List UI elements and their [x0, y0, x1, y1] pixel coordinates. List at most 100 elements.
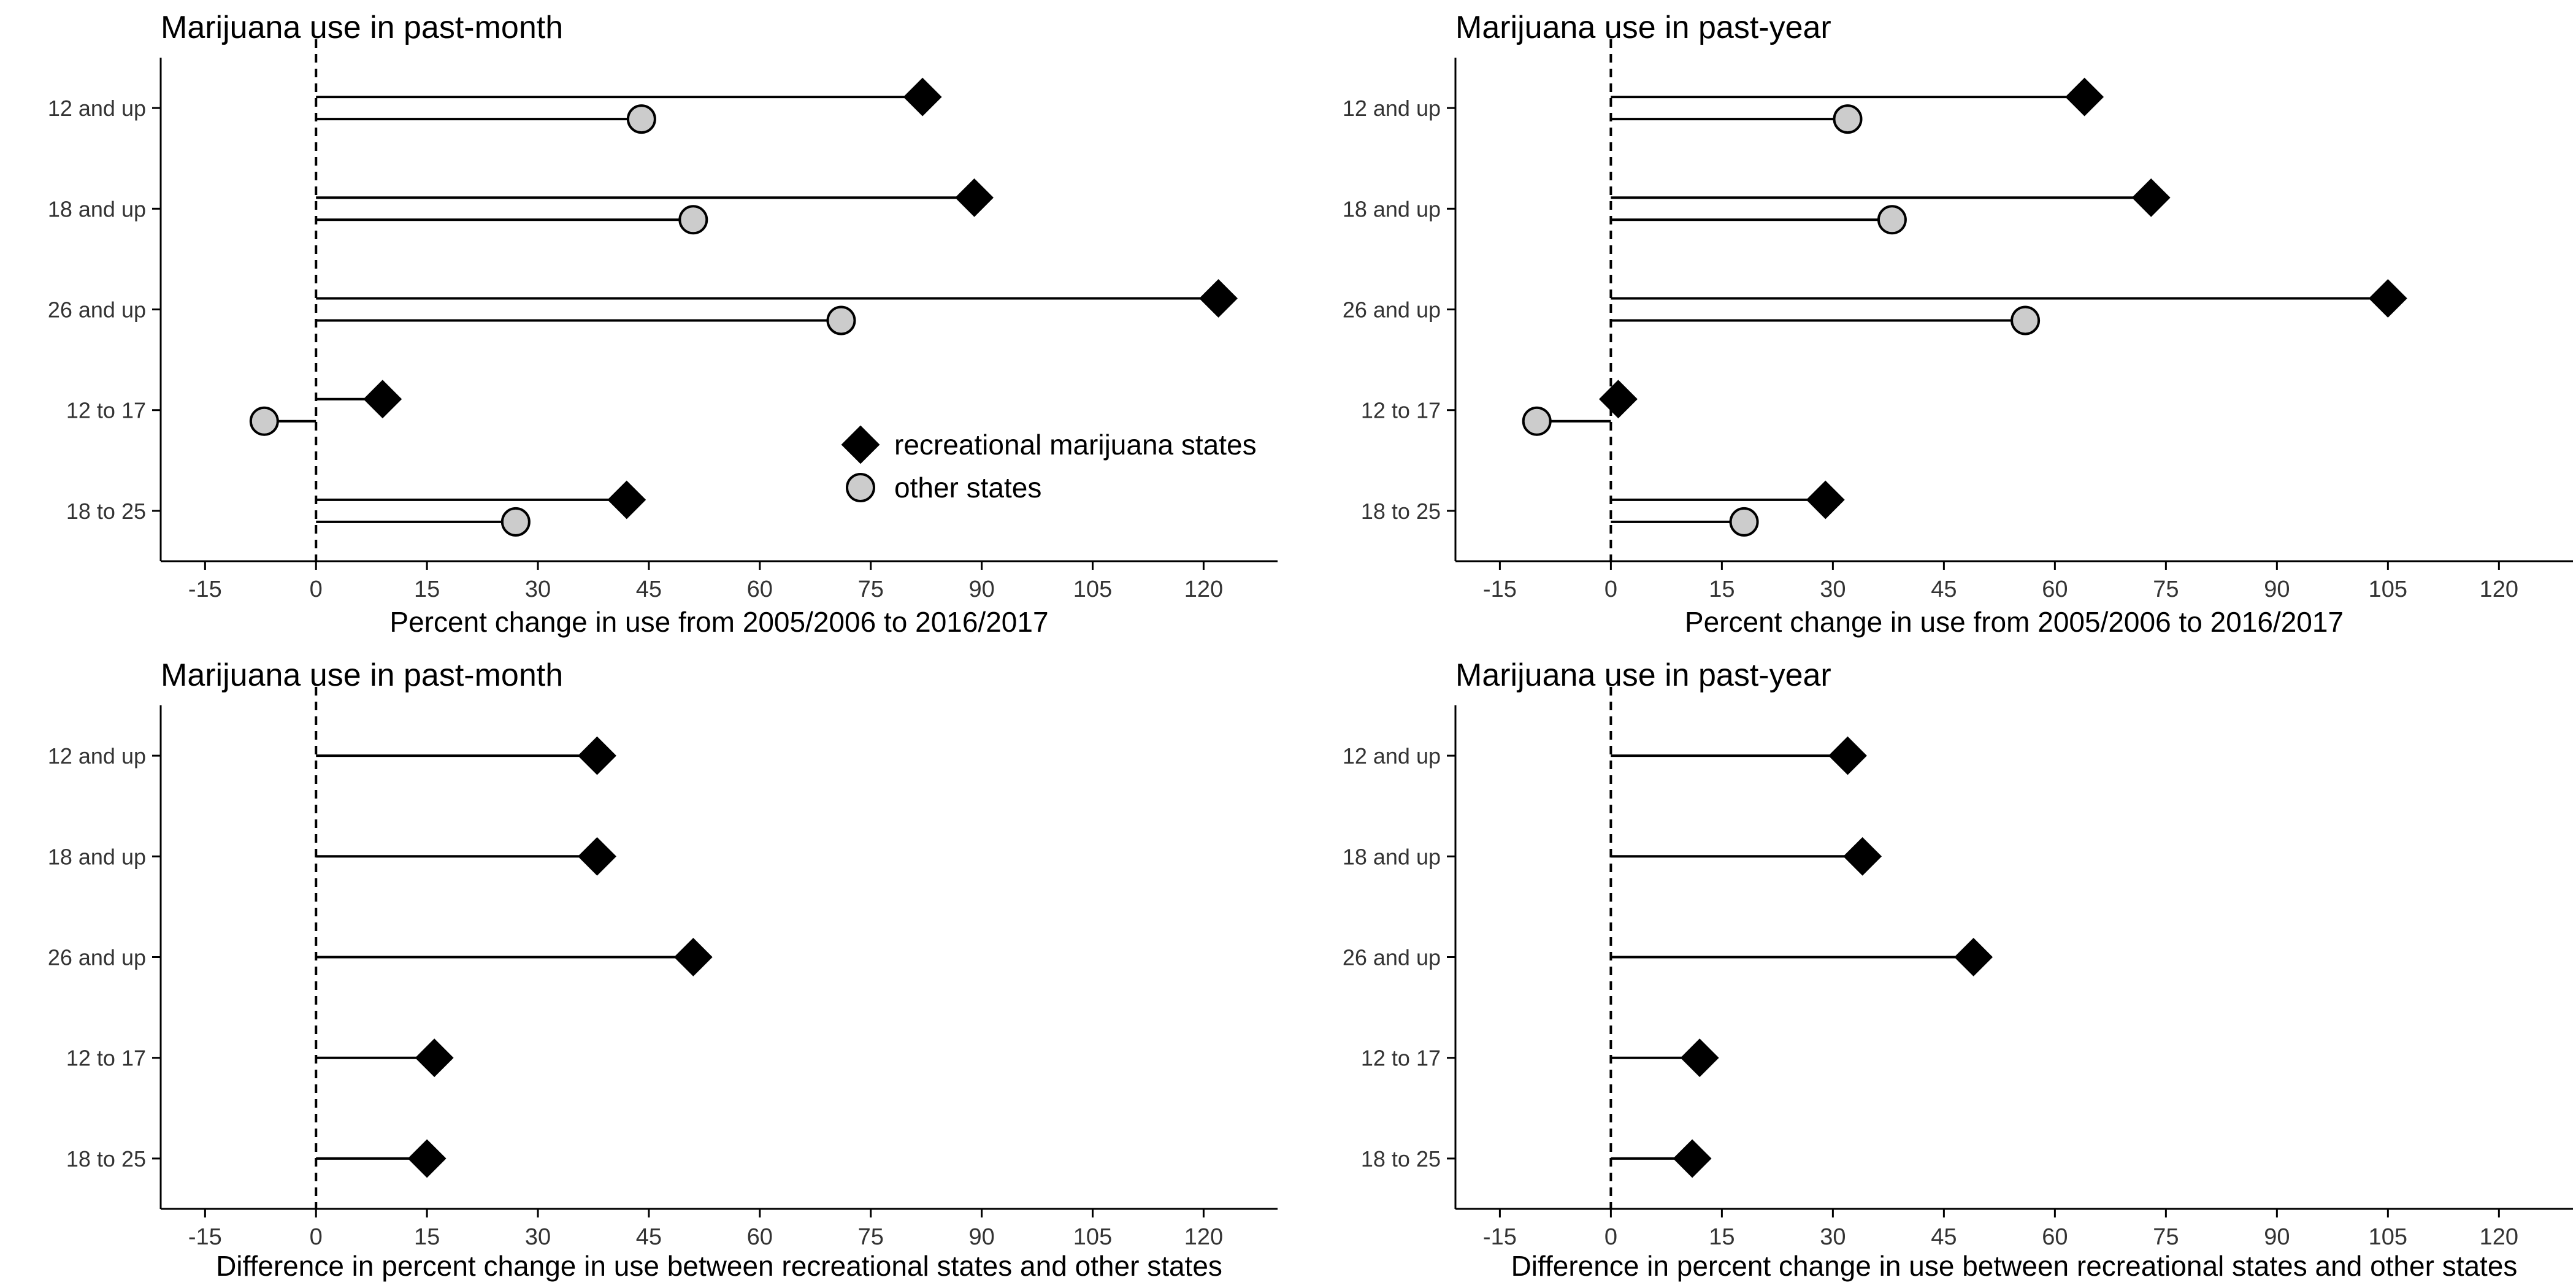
chart-title: Marijuana use in past-year [1455, 657, 1831, 693]
panel-3: Marijuana use in past-month -15 0 15 30 45 60 7… [48, 657, 1278, 1282]
x-axis-label: Difference in percent change in use betw… [216, 1250, 1222, 1282]
x-tick-label: 0 [310, 577, 323, 602]
x-tick-label: 30 [525, 577, 551, 602]
legend-diamond-icon [841, 425, 880, 464]
y-tick-label: 18 and up [1343, 196, 1441, 221]
y-tick-label: 18 to 25 [1361, 499, 1441, 524]
legend-circle-icon [846, 473, 875, 502]
x-tick-label: 60 [2042, 577, 2068, 602]
panel-1: Marijuana use in past-month -15 0 15 30 45 60 7… [48, 10, 1278, 638]
recreational-states-point [1954, 938, 1993, 976]
x-tick-label: 45 [636, 577, 662, 602]
x-tick-label: 120 [1184, 577, 1223, 602]
other-states-point [1729, 507, 1759, 537]
other-states-point [1833, 104, 1863, 134]
y-tick-label: 12 to 17 [66, 1046, 146, 1071]
other-states-point [826, 305, 856, 335]
y-tick-label: 18 and up [1343, 844, 1441, 869]
x-tick-label: 0 [1604, 577, 1617, 602]
chart-title: Marijuana use in past-year [1455, 10, 1831, 45]
x-axis-label: Percent change in use from 2005/2006 to … [389, 606, 1048, 638]
chart-title: Marijuana use in past-month [161, 657, 563, 693]
x-tick-label: 90 [2264, 577, 2290, 602]
recreational-states-point [2131, 178, 2171, 217]
recreational-states-point [955, 178, 994, 217]
x-tick-label: 30 [525, 1224, 551, 1250]
x-tick-label: 30 [1820, 1224, 1846, 1250]
x-tick-label: 45 [1931, 1224, 1957, 1250]
recreational-states-point [903, 77, 942, 117]
y-tick-label: 12 to 17 [1361, 398, 1441, 423]
x-tick-label: 105 [2369, 577, 2407, 602]
panel-2: Marijuana use in past-year -15 0 15 30 45 60 75… [1343, 10, 2573, 638]
x-tick-label: -15 [1483, 577, 1517, 602]
y-tick-label: 26 and up [1343, 945, 1441, 970]
y-tick-label: 12 and up [1343, 743, 1441, 769]
x-tick-label: 45 [636, 1224, 662, 1250]
x-tick-label: 75 [2153, 1224, 2179, 1250]
x-tick-label: 60 [2042, 1224, 2068, 1250]
x-tick-label: 90 [968, 1224, 994, 1250]
recreational-states-point [1806, 480, 1845, 519]
recreational-states-point [578, 736, 616, 775]
y-tick-label: 18 to 25 [66, 1146, 146, 1171]
x-tick-label: -15 [1483, 1224, 1517, 1250]
y-tick-label: 12 to 17 [66, 398, 146, 423]
y-tick-label: 12 and up [48, 743, 146, 769]
x-tick-label: 90 [2264, 1224, 2290, 1250]
x-tick-label: 120 [1184, 1224, 1223, 1250]
recreational-states-point [1680, 1038, 1719, 1078]
x-tick-label: 30 [1820, 577, 1846, 602]
x-tick-label: -15 [188, 1224, 222, 1250]
y-tick-label: 12 and up [48, 96, 146, 121]
x-tick-label: 45 [1931, 577, 1957, 602]
y-tick-label: 26 and up [48, 945, 146, 970]
x-tick-label: 105 [2369, 1224, 2407, 1250]
recreational-states-point [1843, 837, 1882, 876]
other-states-point [249, 406, 279, 436]
other-states-point [2011, 305, 2041, 335]
x-tick-label: 60 [747, 1224, 773, 1250]
x-tick-label: 75 [858, 577, 884, 602]
y-tick-label: 18 to 25 [66, 499, 146, 524]
recreational-states-point [415, 1038, 454, 1078]
x-tick-label: 75 [858, 1224, 884, 1250]
recreational-states-point [2368, 279, 2407, 318]
legend-label-recreational: recreational marijuana states [894, 429, 1257, 461]
y-tick-label: 18 and up [48, 844, 146, 869]
x-tick-label: 15 [414, 577, 440, 602]
other-states-point [1522, 406, 1552, 436]
x-tick-label: 120 [2480, 577, 2518, 602]
legend-label-other: other states [894, 472, 1041, 504]
x-tick-label: 90 [968, 577, 994, 602]
recreational-states-point [1599, 380, 1638, 419]
other-states-point [678, 205, 708, 235]
panel-4: Marijuana use in past-year -15 0 15 30 45 60 75… [1343, 657, 2573, 1282]
recreational-states-point [1828, 736, 1867, 775]
recreational-states-point [1199, 279, 1238, 318]
x-tick-label: 0 [310, 1224, 323, 1250]
recreational-states-point [407, 1139, 447, 1178]
y-tick-label: 18 and up [48, 196, 146, 221]
recreational-states-point [363, 380, 402, 419]
x-tick-label: 105 [1073, 1224, 1112, 1250]
other-states-point [626, 104, 656, 134]
x-tick-label: 60 [747, 577, 773, 602]
chart-title: Marijuana use in past-month [161, 10, 563, 45]
y-tick-label: 18 to 25 [1361, 1146, 1441, 1171]
x-tick-label: 15 [414, 1224, 440, 1250]
x-axis-label: Percent change in use from 2005/2006 to … [1685, 606, 2344, 638]
x-tick-label: 15 [1709, 1224, 1735, 1250]
recreational-states-point [2065, 77, 2104, 117]
x-tick-label: 120 [2480, 1224, 2518, 1250]
x-axis-label: Difference in percent change in use betw… [1511, 1250, 2518, 1282]
x-tick-label: -15 [188, 577, 222, 602]
x-tick-label: 105 [1073, 577, 1112, 602]
y-tick-label: 26 and up [1343, 297, 1441, 323]
y-tick-label: 12 to 17 [1361, 1046, 1441, 1071]
recreational-states-point [673, 938, 713, 976]
x-tick-label: 15 [1709, 577, 1735, 602]
x-tick-label: 75 [2153, 577, 2179, 602]
legend: recreational marijuana states other state… [841, 425, 1257, 504]
